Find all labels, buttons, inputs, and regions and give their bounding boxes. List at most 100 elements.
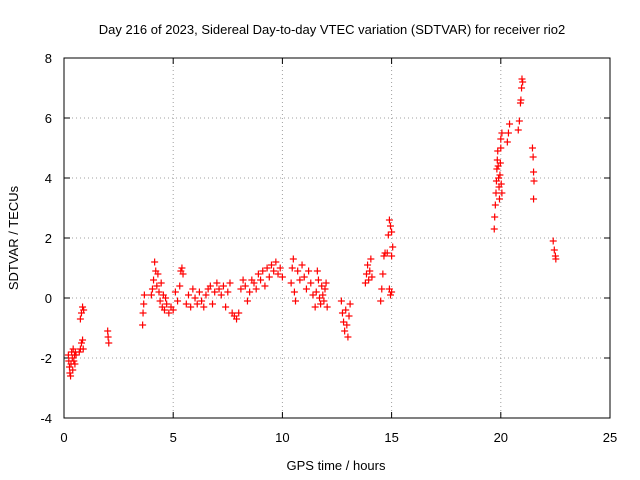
data-point [191, 294, 199, 302]
data-point [147, 291, 155, 299]
data-point [377, 297, 385, 305]
chart-title: Day 216 of 2023, Sidereal Day-to-day VTE… [99, 22, 566, 37]
data-point [71, 360, 79, 368]
data-point [298, 261, 306, 269]
data-point [380, 252, 388, 260]
data-point [493, 156, 501, 164]
data-point [497, 135, 505, 143]
data-point [189, 285, 197, 293]
data-point [322, 279, 330, 287]
data-point [288, 264, 296, 272]
data-point [154, 270, 162, 278]
data-point [104, 333, 112, 341]
axis-ticks: 0 5 10 15 20 25 -4 -2 0 2 4 6 8 [40, 51, 617, 445]
data-point [491, 201, 499, 209]
data-point [387, 222, 395, 230]
data-point [495, 174, 503, 182]
data-point [184, 291, 192, 299]
data-point [312, 288, 320, 296]
data-point [552, 255, 560, 263]
data-point [362, 270, 370, 278]
data-point [75, 348, 83, 356]
data-point [156, 297, 164, 305]
data-point [176, 282, 184, 290]
data-point [217, 291, 225, 299]
data-point [179, 270, 187, 278]
y-tick-label: -2 [40, 351, 52, 366]
data-point [250, 279, 258, 287]
data-point [313, 267, 321, 275]
data-point [171, 288, 179, 296]
data-point [178, 264, 186, 272]
grid-lines [64, 58, 610, 418]
x-axis-label: GPS time / hours [287, 458, 386, 473]
data-point [169, 306, 177, 314]
data-point [498, 129, 506, 137]
data-point [213, 279, 221, 287]
data-point [309, 291, 317, 299]
x-tick-label: 25 [603, 430, 617, 445]
data-point [517, 96, 525, 104]
x-tick-label: 15 [384, 430, 398, 445]
data-point [241, 282, 249, 290]
data-point [307, 279, 315, 287]
data-point [139, 309, 147, 317]
data-point [150, 276, 158, 284]
data-point [497, 180, 505, 188]
data-point [155, 288, 163, 296]
data-point [550, 246, 558, 254]
data-point [70, 357, 78, 365]
data-point [235, 309, 243, 317]
data-point [490, 225, 498, 233]
data-point [270, 267, 278, 275]
data-point [80, 306, 88, 314]
data-point [162, 294, 170, 302]
data-point [69, 366, 77, 374]
data-point [276, 264, 284, 272]
data-point [139, 321, 147, 329]
data-point [157, 279, 165, 287]
data-point [342, 306, 350, 314]
data-point [496, 159, 504, 167]
data-point [528, 144, 536, 152]
data-point [389, 243, 397, 251]
data-point [321, 285, 329, 293]
data-point [79, 303, 87, 311]
data-point [311, 303, 319, 311]
data-point [493, 165, 501, 173]
data-point [105, 339, 113, 347]
data-point [140, 300, 148, 308]
data-point [549, 237, 557, 245]
data-point [219, 282, 227, 290]
data-point [323, 303, 331, 311]
data-point [530, 177, 538, 185]
data-point [346, 300, 354, 308]
data-point [246, 288, 254, 296]
data-point [233, 315, 241, 323]
data-point [341, 327, 349, 335]
data-point [252, 285, 260, 293]
data-point [278, 273, 286, 281]
data-point [292, 297, 300, 305]
data-point [387, 291, 395, 299]
data-point [294, 267, 302, 275]
data-point [492, 189, 500, 197]
data-point [289, 255, 297, 263]
data-point [300, 273, 308, 281]
data-point [222, 303, 230, 311]
data-point [209, 300, 217, 308]
data-point [174, 297, 182, 305]
data-point [187, 303, 195, 311]
data-point [211, 288, 219, 296]
data-point [261, 282, 269, 290]
data-point [263, 264, 271, 272]
data-point [163, 300, 171, 308]
data-point [193, 300, 201, 308]
data-point [165, 309, 173, 317]
data-point [64, 351, 72, 359]
data-point [140, 291, 148, 299]
data-point [498, 189, 506, 197]
y-tick-label: 2 [45, 231, 52, 246]
data-point [518, 84, 526, 92]
